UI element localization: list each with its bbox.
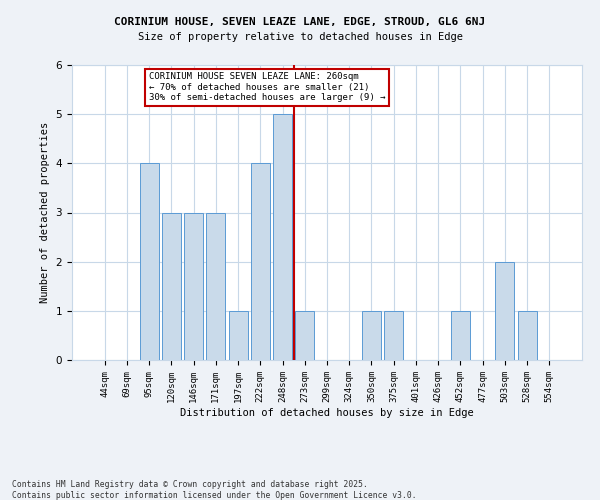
Text: CORINIUM HOUSE, SEVEN LEAZE LANE, EDGE, STROUD, GL6 6NJ: CORINIUM HOUSE, SEVEN LEAZE LANE, EDGE, … [115,18,485,28]
Bar [362,311,381,360]
Bar [184,212,203,360]
Bar [496,262,514,360]
Bar [140,164,158,360]
Bar [273,114,292,360]
Bar [229,311,248,360]
Bar [518,311,536,360]
Text: Contains HM Land Registry data © Crown copyright and database right 2025.
Contai: Contains HM Land Registry data © Crown c… [12,480,416,500]
Bar [451,311,470,360]
Text: CORINIUM HOUSE SEVEN LEAZE LANE: 260sqm
← 70% of detached houses are smaller (21: CORINIUM HOUSE SEVEN LEAZE LANE: 260sqm … [149,72,386,102]
Bar [162,212,181,360]
Bar [206,212,225,360]
Y-axis label: Number of detached properties: Number of detached properties [40,122,50,303]
Bar [295,311,314,360]
Bar [384,311,403,360]
Text: Size of property relative to detached houses in Edge: Size of property relative to detached ho… [137,32,463,42]
X-axis label: Distribution of detached houses by size in Edge: Distribution of detached houses by size … [180,408,474,418]
Bar [251,164,270,360]
